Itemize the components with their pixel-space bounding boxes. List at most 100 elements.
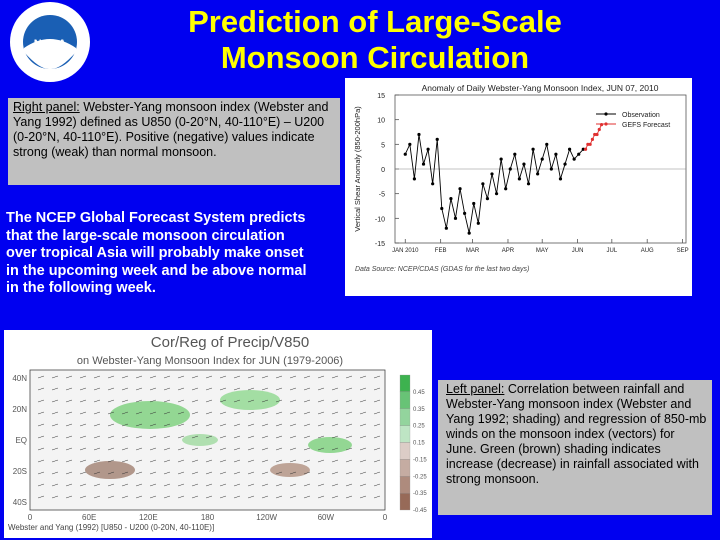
wind-vector — [373, 375, 381, 379]
wind-vector — [359, 435, 367, 439]
wind-vector — [177, 399, 185, 403]
wind-vector — [247, 375, 255, 379]
shading — [308, 437, 352, 453]
wind-vector — [289, 471, 297, 475]
wind-vector — [345, 495, 353, 499]
wind-vector — [107, 447, 115, 451]
wind-vector — [51, 375, 59, 379]
wind-vector — [303, 471, 311, 475]
x-tick-label: SEP — [677, 248, 689, 254]
wind-vector — [191, 471, 199, 475]
y-tick-label: 15 — [377, 93, 385, 100]
wind-vector — [37, 435, 45, 439]
wind-vector — [121, 483, 129, 487]
wind-vector — [303, 423, 311, 427]
wind-vector — [303, 447, 311, 451]
lon-label: 60E — [82, 513, 96, 522]
wind-vector — [261, 375, 269, 379]
data-point — [599, 123, 604, 127]
colorbar-swatch — [399, 374, 411, 393]
wind-vector — [317, 447, 325, 451]
wind-vector — [79, 399, 87, 403]
data-point — [517, 177, 521, 181]
y-tick-label: 5 — [381, 142, 385, 149]
lon-label: 180 — [201, 513, 215, 522]
y-tick-label: -5 — [379, 192, 385, 199]
colorbar-swatch — [399, 476, 411, 494]
wind-vector — [275, 423, 283, 427]
wind-vector — [37, 459, 45, 463]
wind-vector — [51, 423, 59, 427]
wind-vector — [149, 495, 157, 499]
wind-vector — [373, 411, 381, 415]
wind-vector — [359, 411, 367, 415]
wind-vector — [345, 459, 353, 463]
svg-text:NOAA: NOAA — [34, 38, 66, 50]
x-tick-label: FEB — [435, 248, 447, 254]
wind-vector — [191, 447, 199, 451]
data-point — [504, 187, 508, 191]
shading — [270, 463, 310, 477]
wind-vector — [275, 459, 283, 463]
wind-vector — [345, 399, 353, 403]
wind-vector — [79, 411, 87, 415]
wind-vector — [121, 411, 129, 415]
wind-vector — [205, 471, 213, 475]
wind-vector — [247, 411, 255, 415]
wind-vector — [345, 435, 353, 439]
wind-vector — [93, 411, 101, 415]
wind-vector — [247, 483, 255, 487]
wind-vector — [93, 447, 101, 451]
wind-vector — [163, 387, 171, 391]
wind-vector — [359, 387, 367, 391]
wind-vector — [177, 411, 185, 415]
wind-vector — [65, 447, 73, 451]
wind-vector — [37, 375, 45, 379]
wind-vector — [247, 435, 255, 439]
x-tick-label: JUN — [572, 248, 584, 254]
lat-label: 40N — [12, 374, 27, 383]
wind-vector — [163, 435, 171, 439]
data-point — [408, 142, 412, 146]
wind-vector — [219, 459, 227, 463]
wind-vector — [149, 399, 157, 403]
wind-vector — [177, 423, 185, 427]
wind-vector — [79, 459, 87, 463]
data-point — [549, 167, 553, 171]
wind-vector — [79, 375, 87, 379]
colorbar-label: 0.35 — [413, 407, 425, 413]
data-point — [440, 206, 444, 211]
wind-vector — [289, 495, 297, 499]
data-point — [463, 211, 467, 215]
wind-vector — [261, 399, 269, 403]
wind-vector — [51, 399, 59, 403]
wind-vector — [219, 495, 227, 499]
wind-vector — [331, 471, 339, 475]
wind-vector — [51, 447, 59, 451]
wind-vector — [191, 459, 199, 463]
wind-vector — [317, 399, 325, 403]
wind-vector — [93, 375, 101, 379]
wind-vector — [107, 387, 115, 391]
x-tick-label: JAN 2010 — [392, 248, 419, 254]
wind-vector — [247, 495, 255, 499]
wind-vector — [233, 447, 241, 451]
wind-vector — [373, 399, 381, 403]
wind-vector — [149, 483, 157, 487]
wind-vector — [205, 399, 213, 403]
wind-vector — [121, 495, 129, 499]
wind-vector — [65, 399, 73, 403]
wind-vector — [191, 495, 199, 499]
wind-vector — [51, 435, 59, 439]
wind-vector — [317, 375, 325, 379]
wind-vector — [261, 435, 269, 439]
slide-title: Monsoon Circulation — [220, 40, 530, 75]
wind-vector — [163, 411, 171, 415]
data-point — [421, 162, 426, 166]
wind-vector — [233, 483, 241, 487]
wind-vector — [303, 399, 311, 403]
wind-vector — [177, 471, 185, 475]
wind-vector — [345, 447, 353, 451]
lon-label: 0 — [383, 513, 388, 522]
